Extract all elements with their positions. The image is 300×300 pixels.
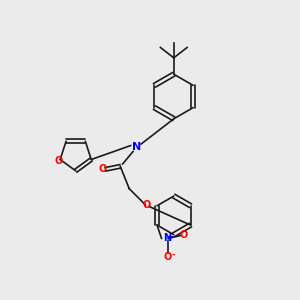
Text: N: N [132,142,141,152]
Text: N: N [163,233,171,243]
Text: O: O [179,230,187,241]
Text: O: O [143,200,151,210]
Text: -: - [172,251,175,260]
Text: +: + [166,232,173,241]
Text: O: O [98,164,106,174]
Text: O: O [164,252,172,262]
Text: O: O [55,156,63,166]
